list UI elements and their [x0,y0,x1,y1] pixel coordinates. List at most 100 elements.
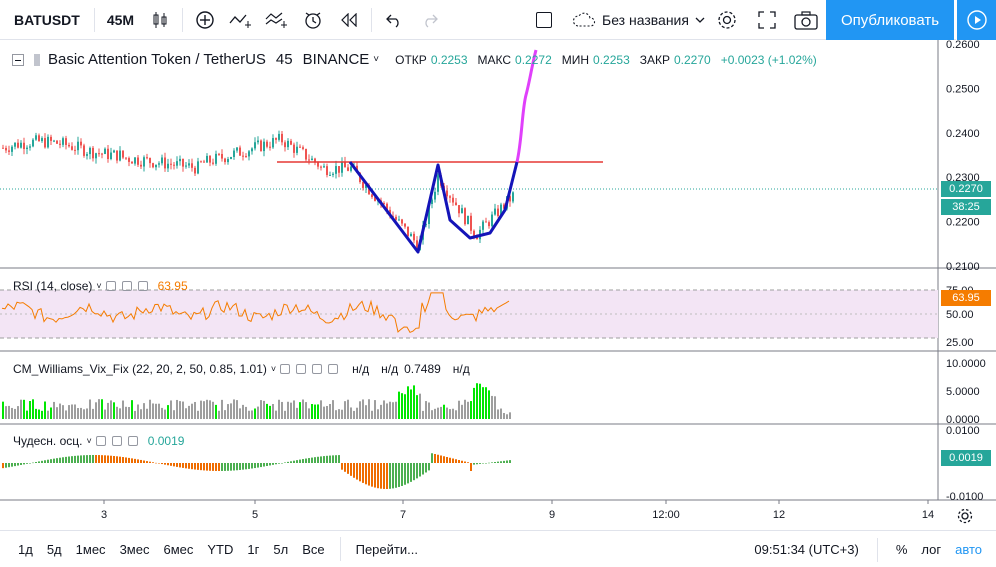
eye-icon[interactable] [95,436,106,446]
vix-bar [392,402,394,419]
vix-bar [317,404,319,419]
gear-icon[interactable] [296,364,307,374]
vix-bar [77,408,79,419]
percent-toggle[interactable]: % [895,542,908,557]
range-button[interactable]: 3мес [119,541,150,557]
range-button[interactable]: 5л [273,541,289,557]
vix-bar [161,407,163,419]
eye-icon[interactable] [105,281,116,291]
vix-title: CM_Williams_Vix_Fix (22, 20, 2, 50, 0.85… [13,362,267,376]
candle-body [44,138,46,148]
candle-body [497,208,499,216]
candles-icon[interactable] [142,0,178,40]
vix-bar [209,400,211,419]
chevron-down-icon[interactable]: ˅ [96,281,102,291]
compare-icon[interactable] [259,0,295,40]
time-tick-label: 12 [773,509,785,521]
vix-bar [152,403,154,419]
redo-icon[interactable] [412,0,448,40]
range-button[interactable]: 1мес [75,541,106,557]
ao-bar [452,458,454,463]
replay-icon[interactable] [331,0,367,40]
bottom-bar: 1д 5д 1мес 3мес 6мес YTD 1г 5л Все Перейти... 09… [0,530,996,567]
time-tick-label: 9 [549,509,555,521]
ao-bar [404,463,406,485]
fullscreen-icon[interactable] [757,10,777,35]
range-button[interactable]: YTD [207,541,234,557]
layout-menu[interactable]: Без названия [566,0,711,40]
candle-body [278,133,280,140]
ao-bar [83,455,85,463]
ao-bar [209,463,211,471]
ao-bar [224,463,226,471]
vix-bar [455,410,457,419]
eye-icon[interactable] [280,364,291,374]
ao-bar [128,457,130,463]
vix-bar [122,400,124,419]
ao-bar [161,463,163,465]
goto-date-button[interactable]: Перейти... [355,541,418,557]
ao-bar [56,458,58,463]
alert-clock-icon[interactable] [295,0,331,40]
rsi-tick-label: 50.00 [946,309,974,321]
play-button[interactable] [956,0,996,40]
ao-bar [380,463,382,489]
ao-tick-label: -0.0100 [946,491,983,503]
publish-button[interactable]: Опубликовать [826,0,954,40]
ao-bar [119,456,121,463]
undo-icon[interactable] [376,0,412,40]
vix-bar [62,405,64,419]
close-icon[interactable] [328,364,339,374]
candle-body [140,164,142,167]
ao-bar [80,455,82,463]
ao-bar [92,455,94,463]
symbol-search-button[interactable]: BATUSDT [14,11,80,28]
log-toggle[interactable]: лог [921,542,942,557]
range-button[interactable]: 1д [18,541,33,557]
vix-bar [314,404,316,419]
candle-body [290,140,292,145]
close-icon[interactable] [137,281,148,291]
chevron-down-icon[interactable]: ˅ [86,436,92,446]
vix-bar [494,396,496,419]
ao-bar [296,460,298,463]
range-button[interactable]: 6мес [163,541,194,557]
projection-drawing[interactable] [515,49,538,163]
ao-bar [293,460,295,463]
vix-bar [32,399,34,419]
vix-bar [401,393,403,419]
candle-body [368,185,370,195]
pattern-drawing[interactable] [348,161,519,254]
candle-body [512,192,514,202]
candle-body [206,155,208,163]
vix-value-2: н/д [381,362,399,376]
chart-canvas[interactable]: 0.26000.25000.24000.23000.22000.210075.0… [0,40,996,530]
range-button[interactable]: 5д [46,541,62,557]
gear-icon[interactable] [111,436,122,446]
chart-settings-gear-icon[interactable] [956,507,974,530]
chevron-down-icon[interactable]: ˅ [373,54,380,65]
camera-icon[interactable] [794,10,818,35]
candle-body [8,150,10,152]
auto-toggle[interactable]: авто [955,542,982,557]
candle-body [257,140,259,143]
indicators-icon[interactable] [223,0,259,40]
fullscreen-box-icon[interactable] [536,12,552,28]
add-indicator-icon[interactable] [187,0,223,40]
range-button[interactable]: 1г [247,541,260,557]
range-button[interactable]: Все [302,541,325,557]
close-icon[interactable] [127,436,138,446]
ao-bar [47,459,49,463]
clock-time[interactable]: 09:51:34 (UTC+3) [754,542,859,557]
rsi-price-label: 63.95 [941,290,991,306]
gear-icon[interactable] [121,281,132,291]
ao-bar [110,455,112,463]
chevron-down-icon[interactable]: ˅ [270,364,277,374]
interval-button[interactable]: 45M [106,11,135,28]
ao-value: 0.0019 [147,434,185,448]
vix-bar [239,408,241,419]
vix-bar [224,410,226,419]
collapse-icon[interactable] [12,53,24,66]
settings-gear-icon[interactable] [716,9,738,36]
source-code-icon[interactable] [312,364,323,374]
